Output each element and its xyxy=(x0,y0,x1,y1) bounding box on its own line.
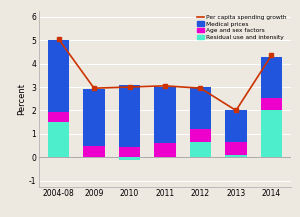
Bar xyxy=(261,57,282,98)
Bar xyxy=(83,146,105,157)
Bar xyxy=(48,40,69,112)
Bar xyxy=(261,98,282,110)
Bar xyxy=(119,85,140,147)
Bar xyxy=(225,155,247,157)
Bar xyxy=(225,110,247,142)
Bar xyxy=(119,157,140,160)
Bar xyxy=(190,87,211,129)
Bar xyxy=(190,142,211,157)
Bar xyxy=(48,112,69,122)
Bar xyxy=(154,143,176,157)
Y-axis label: Percent: Percent xyxy=(17,83,26,115)
Bar xyxy=(83,89,105,146)
Legend: Per capita spending growth, Medical prices, Age and sex factors, Residual use an: Per capita spending growth, Medical pric… xyxy=(196,14,288,41)
Bar xyxy=(154,87,176,143)
Bar xyxy=(190,129,211,142)
Bar xyxy=(225,142,247,155)
Bar xyxy=(261,110,282,157)
Bar xyxy=(119,147,140,157)
Bar xyxy=(48,122,69,157)
